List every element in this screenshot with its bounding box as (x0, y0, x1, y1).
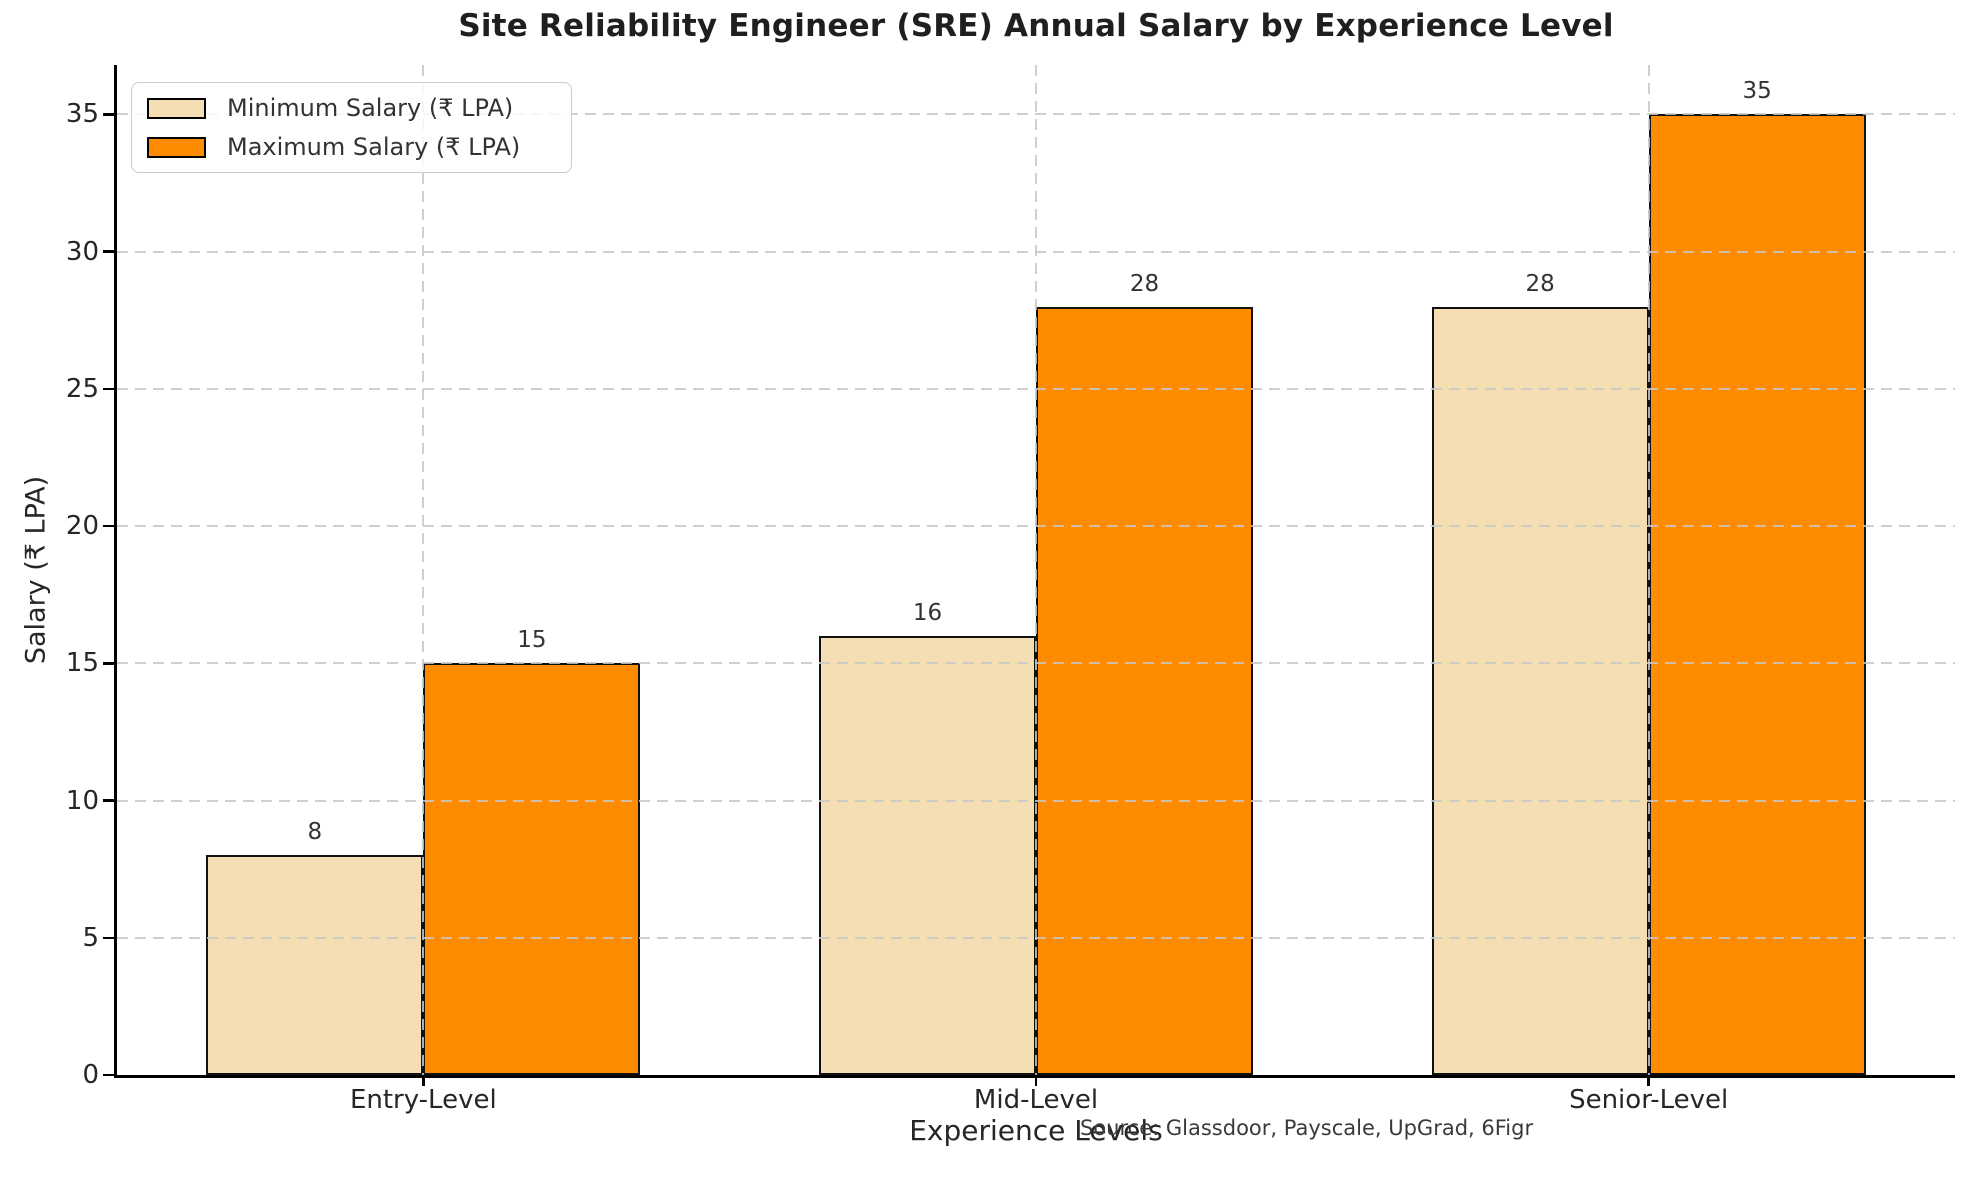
bar-value-max-entry-level: 15 (517, 627, 547, 654)
x-tick-entry-level (422, 1078, 425, 1086)
y-tick-label-5: 5 (82, 922, 99, 953)
bar-min-entry-level (206, 855, 424, 1075)
bar-max-mid-level (1036, 306, 1253, 1075)
bar-min-mid-level (819, 635, 1036, 1075)
bar-max-entry-level (423, 663, 641, 1075)
y-tick-10 (103, 799, 115, 802)
gridline-x-mid-level (1035, 65, 1037, 1075)
y-tick-20 (103, 524, 115, 528)
y-tick-0 (103, 1073, 115, 1077)
legend: Minimum Salary (₹ LPA) Maximum Salary (₹… (131, 82, 572, 173)
bar-value-max-senior-level: 35 (1742, 78, 1772, 105)
bar-max-senior-level (1648, 114, 1866, 1075)
legend-entry-min: Minimum Salary (₹ LPA) (147, 94, 556, 122)
y-tick-label-25: 25 (65, 373, 99, 404)
gridline-x-senior-level (1647, 65, 1650, 1075)
y-tick-15 (103, 662, 115, 665)
gridline-x-entry-level (422, 65, 425, 1075)
bar-value-min-mid-level: 16 (912, 599, 943, 626)
legend-swatch-min-icon (147, 97, 206, 119)
bar-min-senior-level (1431, 306, 1649, 1075)
y-tick-25 (103, 387, 115, 391)
x-tick-label-entry-level: Entry-Level (349, 1085, 497, 1115)
plot-area: 8 16 28 15 28 35 0 5 10 15 20 25 30 35 Entry-Level Mid-… (66, 65, 1955, 1115)
y-tick-label-10: 10 (65, 785, 99, 816)
y-tick-30 (103, 250, 115, 253)
bar-value-min-senior-level: 28 (1525, 270, 1555, 297)
legend-label-min: Minimum Salary (₹ LPA) (227, 94, 514, 122)
legend-swatch-max-icon (147, 136, 206, 158)
y-tick-label-20: 20 (65, 511, 99, 542)
source-note: Source: Glassdoor, Payscale, UpGrad, 6Fi… (1080, 1116, 1534, 1140)
y-axis-spine (114, 65, 117, 1078)
legend-label-max: Maximum Salary (₹ LPA) (227, 133, 521, 161)
y-tick-35 (103, 113, 115, 116)
legend-entry-max: Maximum Salary (₹ LPA) (147, 133, 556, 161)
y-tick-label-30: 30 (65, 236, 99, 267)
x-axis-spine (114, 1075, 1955, 1078)
y-tick-5 (103, 936, 115, 940)
y-tick-label-35: 35 (65, 99, 99, 130)
y-axis-label: Salary (₹ LPA) (20, 475, 52, 665)
x-axis-label: Experience Levels (909, 1114, 1163, 1147)
x-tick-label-mid-level: Mid-Level (973, 1085, 1099, 1115)
y-tick-label-15: 15 (65, 648, 99, 679)
bar-value-max-mid-level: 28 (1129, 270, 1160, 297)
chart-title: Site Reliability Engineer (SRE) Annual S… (458, 8, 1614, 44)
y-tick-label-0: 0 (82, 1060, 99, 1090)
x-tick-label-senior-level: Senior-Level (1569, 1085, 1729, 1115)
x-tick-senior-level (1647, 1078, 1650, 1086)
bar-value-min-entry-level: 8 (307, 819, 323, 846)
x-tick-mid-level (1034, 1078, 1038, 1086)
